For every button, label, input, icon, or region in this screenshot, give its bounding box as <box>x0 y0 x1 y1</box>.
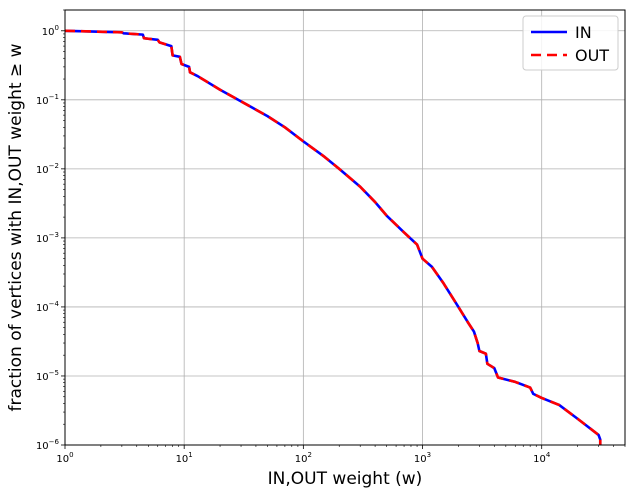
legend: IN OUT <box>522 15 619 71</box>
series-line-out <box>64 29 602 445</box>
legend-label-out: OUT <box>575 46 609 65</box>
y-tick-label: 10−1 <box>36 93 59 107</box>
x-tick-label: 102 <box>295 451 312 465</box>
x-tick-label: 101 <box>176 451 193 465</box>
y-tick-label: 100 <box>42 24 59 38</box>
x-tick-label: 104 <box>533 451 551 465</box>
x-axis-label: IN,OUT weight (w) <box>268 469 423 489</box>
y-tick-label: 10−5 <box>36 369 59 383</box>
x-tick-label: 100 <box>56 451 73 465</box>
y-tick-label: 10−2 <box>36 162 59 176</box>
series-layer <box>64 29 602 445</box>
axis-ticks: 100 101 102 103 104 100 10−1 10−2 10−3 10−4 10−5 10… <box>36 9 626 465</box>
legend-box <box>522 15 619 71</box>
y-tick-label: 10−3 <box>36 231 59 245</box>
y-tick-label: 10−6 <box>36 438 60 452</box>
legend-label-in: IN <box>575 23 592 42</box>
plot-frame <box>64 9 626 446</box>
x-tick-label: 103 <box>414 451 431 465</box>
y-axis-label: fraction of vertices with IN,OUT weight … <box>6 43 26 411</box>
y-tick-label: 10−4 <box>36 300 60 314</box>
